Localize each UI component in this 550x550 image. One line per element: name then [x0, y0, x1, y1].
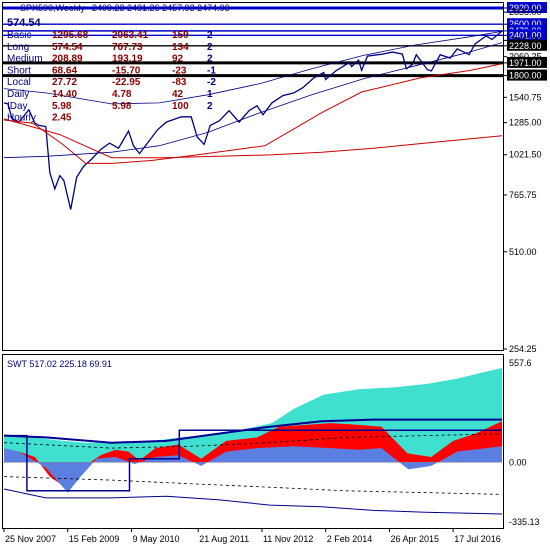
ohlc-values: 2409.23 2481.26 2457.93 2474.93	[92, 3, 230, 13]
swt-title: SWT 517.02 225.18 69.91	[7, 359, 112, 369]
info-row-v3: 42	[172, 89, 184, 100]
info-row-v1: 27.72	[52, 77, 77, 88]
y-axis-labels: 2920.002835.002600.002479.002401.002315.…	[503, 2, 547, 354]
info-row-v3: -83	[172, 77, 187, 88]
info-row-v3: 100	[172, 101, 189, 112]
y-level-badge-6	[507, 39, 547, 51]
info-row-v1: 5.98	[52, 101, 72, 112]
info-row-v3: 159	[172, 30, 189, 41]
info-row-label: Local	[7, 77, 31, 88]
x-tick-label: 17 Jul 2016	[454, 534, 501, 544]
info-row-v4: -1	[207, 65, 216, 76]
y-tick-label: 254.25	[509, 344, 537, 354]
info-row-label: Short	[7, 65, 31, 76]
x-axis-labels: 25 Nov 2007 15 Feb 2009 9 May 2010 21 Aug 2…	[3, 528, 501, 544]
series-line-red-long	[3, 118, 503, 159]
info-row-v2: 2063.41	[112, 30, 149, 41]
info-row-v2: -15.70	[112, 65, 141, 76]
info-row-v2: 4.78	[112, 89, 132, 100]
info-row-v4: 2	[207, 54, 213, 65]
y-level-badge-4	[507, 29, 547, 41]
x-tick-label: 11 Nov 2012	[263, 534, 313, 544]
info-row-label: Daily	[7, 89, 29, 100]
info-row-v1: 14.40	[52, 89, 77, 100]
x-tick-label: 15 Feb 2009	[69, 534, 120, 544]
info-row-label: Basic	[7, 30, 31, 41]
y-tick-label: 1800.00	[509, 71, 542, 81]
info-row-v4: 2	[207, 101, 213, 112]
info-row-v2: 193.19	[112, 54, 143, 65]
x-tick-label: 2 Feb 2014	[327, 534, 373, 544]
info-row-label: Medium	[7, 54, 43, 65]
y-tick-label: 2600.00	[509, 19, 542, 29]
series-line-red-ma	[3, 63, 503, 164]
info-row-v1: 1295.68	[52, 30, 89, 41]
swt-y-tick-label: 557.6	[509, 358, 532, 368]
x-tick-label: 21 Aug 2011	[199, 534, 249, 544]
info-row-label: Hourly	[7, 113, 36, 124]
main-series	[3, 30, 503, 210]
x-tick-label: 26 Apr 2015	[390, 534, 439, 544]
swt-line-dash-lower	[3, 476, 503, 495]
x-tick-label: 25 Nov 2007	[5, 534, 56, 544]
series-line-channel-lower	[3, 42, 503, 159]
y-level-badge-9	[507, 69, 547, 81]
info-row-v2: 767.73	[112, 42, 143, 53]
info-header: SPX500,Weekly 2409.23 2481.26 2457.93 24…	[7, 3, 230, 29]
swt-y-tick-label: 0.00	[509, 457, 527, 467]
series-line-channel-upper	[3, 31, 503, 105]
swt-area-blue	[4, 446, 502, 493]
y-level-badge-0	[507, 2, 547, 13]
info-row-v4: 2	[207, 30, 213, 41]
y-tick-label: 1971.00	[509, 58, 542, 68]
y-tick-label: 2920.00	[509, 3, 542, 13]
y-tick-label: 2401.00	[509, 30, 542, 40]
info-row-v2: -22.95	[112, 77, 141, 88]
series-line-price	[3, 30, 503, 210]
info-row-v4: -2	[207, 77, 216, 88]
x-tick-label: 9 May 2010	[132, 534, 179, 544]
info-row-v1: 208.89	[52, 54, 83, 65]
swt-y-axis-labels: 557.6 0.00 -335.13	[509, 358, 540, 527]
info-row-v1: 574.54	[52, 42, 83, 53]
swt-series	[3, 367, 503, 515]
y-tick-label: 2228.00	[509, 41, 542, 51]
big-value: 574.54	[7, 17, 42, 29]
info-row-label: Long	[7, 42, 29, 53]
swt-line-dash-upper	[3, 433, 503, 449]
y-tick-label: 2060.25	[509, 52, 542, 62]
y-level-badge-8	[507, 56, 547, 68]
y-tick-label: 1021.50	[509, 150, 542, 160]
info-row-v4: 1	[207, 89, 213, 100]
swt-line-line-lower	[3, 488, 503, 515]
info-row-v1: 68.64	[52, 65, 77, 76]
symbol-title: SPX500,Weekly	[20, 3, 85, 13]
y-tick-label: 1540.75	[509, 92, 542, 102]
info-row-label: IDay	[7, 101, 28, 112]
info-row-v3: -23	[172, 65, 187, 76]
info-row-v4: 2	[207, 42, 213, 53]
level-lines	[3, 6, 503, 78]
y-level-badge-2	[507, 18, 547, 30]
swt-y-tick-label: -335.13	[509, 517, 540, 527]
swt-line-step	[4, 429, 502, 492]
info-row-v1: 2.45	[52, 113, 72, 124]
y-tick-label: 510.00	[509, 247, 537, 257]
y-tick-label: 765.75	[509, 190, 537, 200]
y-tick-label: 1285.00	[509, 118, 542, 128]
info-row-v3: 92	[172, 54, 184, 65]
info-row-v2: 5.98	[112, 101, 132, 112]
y-tick-label: 2835.00	[509, 7, 542, 17]
info-row-v3: 134	[172, 42, 189, 53]
